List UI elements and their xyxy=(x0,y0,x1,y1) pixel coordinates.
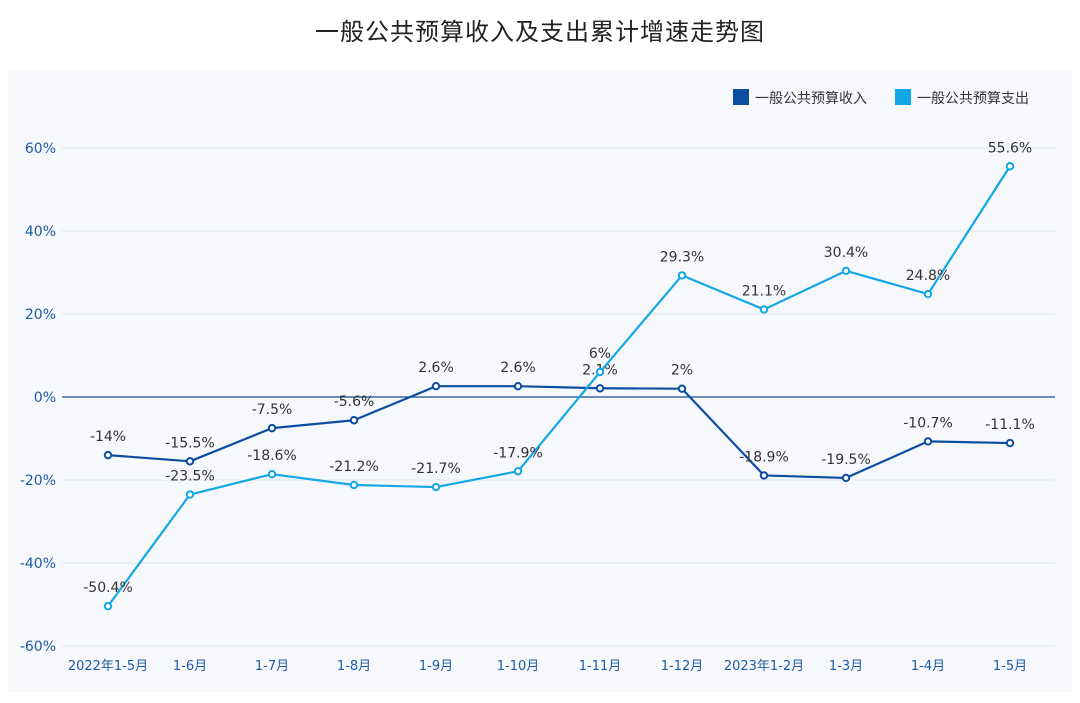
data-label: -18.6% xyxy=(247,448,297,464)
data-point xyxy=(185,457,195,466)
data-point xyxy=(103,601,113,611)
data-label: 55.6% xyxy=(988,140,1032,156)
y-tick-label: -20% xyxy=(20,473,56,489)
data-point xyxy=(349,480,359,490)
y-tick-label: -40% xyxy=(20,556,56,572)
y-tick-label: 0% xyxy=(34,390,56,406)
x-tick-label: 2022年1-5月 xyxy=(68,659,148,674)
x-tick-label: 1-10月 xyxy=(497,659,540,674)
data-label: -14% xyxy=(90,429,126,445)
data-point xyxy=(759,471,769,480)
data-label: 2.6% xyxy=(418,360,454,376)
data-point xyxy=(677,384,687,393)
data-point xyxy=(923,289,933,299)
x-tick-label: 1-4月 xyxy=(911,659,945,674)
data-label: 2% xyxy=(671,363,693,379)
y-tick-label: -60% xyxy=(20,639,56,655)
data-point xyxy=(595,384,605,393)
x-tick-label: 1-5月 xyxy=(993,659,1027,674)
data-label: -23.5% xyxy=(165,469,215,485)
data-label: -19.5% xyxy=(821,452,871,468)
x-tick-label: 1-9月 xyxy=(419,659,453,674)
y-tick-label: 40% xyxy=(25,224,56,240)
legend-swatch xyxy=(733,89,749,105)
data-point xyxy=(513,382,523,391)
data-point xyxy=(431,482,441,492)
y-tick-label: 60% xyxy=(25,141,56,157)
data-label: -17.9% xyxy=(493,445,543,461)
data-label: -50.4% xyxy=(83,580,133,596)
x-tick-label: 1-3月 xyxy=(829,659,863,674)
data-label: -7.5% xyxy=(252,402,293,418)
series-line-2 xyxy=(107,165,1011,607)
data-label: -5.6% xyxy=(334,394,375,410)
data-point xyxy=(759,305,769,314)
data-label: 2.6% xyxy=(500,360,536,376)
data-point xyxy=(267,423,277,433)
y-tick-label: 20% xyxy=(25,307,56,323)
x-tick-label: 1-6月 xyxy=(173,659,207,674)
data-label: 30.4% xyxy=(824,245,868,261)
chart-title: 一般公共预算收入及支出累计增速走势图 xyxy=(315,18,765,46)
data-label: -10.7% xyxy=(903,415,953,431)
data-label: -21.2% xyxy=(329,459,379,475)
series-line-1 xyxy=(107,385,1011,480)
data-label: 21.1% xyxy=(742,283,786,299)
data-point xyxy=(841,266,851,276)
legend-swatch xyxy=(895,89,911,105)
data-label: -11.1% xyxy=(985,417,1035,433)
data-point xyxy=(677,271,687,280)
data-label: 6% xyxy=(589,346,611,362)
data-label: 24.8% xyxy=(906,268,950,284)
data-point xyxy=(431,382,441,391)
data-label: 29.3% xyxy=(660,249,704,265)
x-tick-label: 1-12月 xyxy=(661,659,704,674)
legend-label: 一般公共预算支出 xyxy=(917,91,1029,107)
x-tick-label: 1-7月 xyxy=(255,659,289,674)
data-point xyxy=(841,473,851,483)
x-tick-label: 2023年1-2月 xyxy=(724,659,804,674)
legend-label: 一般公共预算收入 xyxy=(755,91,867,107)
data-point xyxy=(1005,438,1015,448)
data-point xyxy=(103,450,113,460)
plot-panel xyxy=(8,70,1072,692)
data-point xyxy=(513,467,523,476)
data-point xyxy=(349,416,359,425)
data-label: -15.5% xyxy=(165,435,215,451)
data-point xyxy=(267,469,277,479)
data-point xyxy=(1005,162,1015,171)
data-point xyxy=(595,367,605,377)
data-point xyxy=(923,437,933,446)
data-label: -18.9% xyxy=(739,449,789,465)
x-tick-label: 1-11月 xyxy=(579,659,622,674)
x-tick-label: 1-8月 xyxy=(337,659,371,674)
data-point xyxy=(185,490,195,499)
data-label: -21.7% xyxy=(411,461,461,477)
